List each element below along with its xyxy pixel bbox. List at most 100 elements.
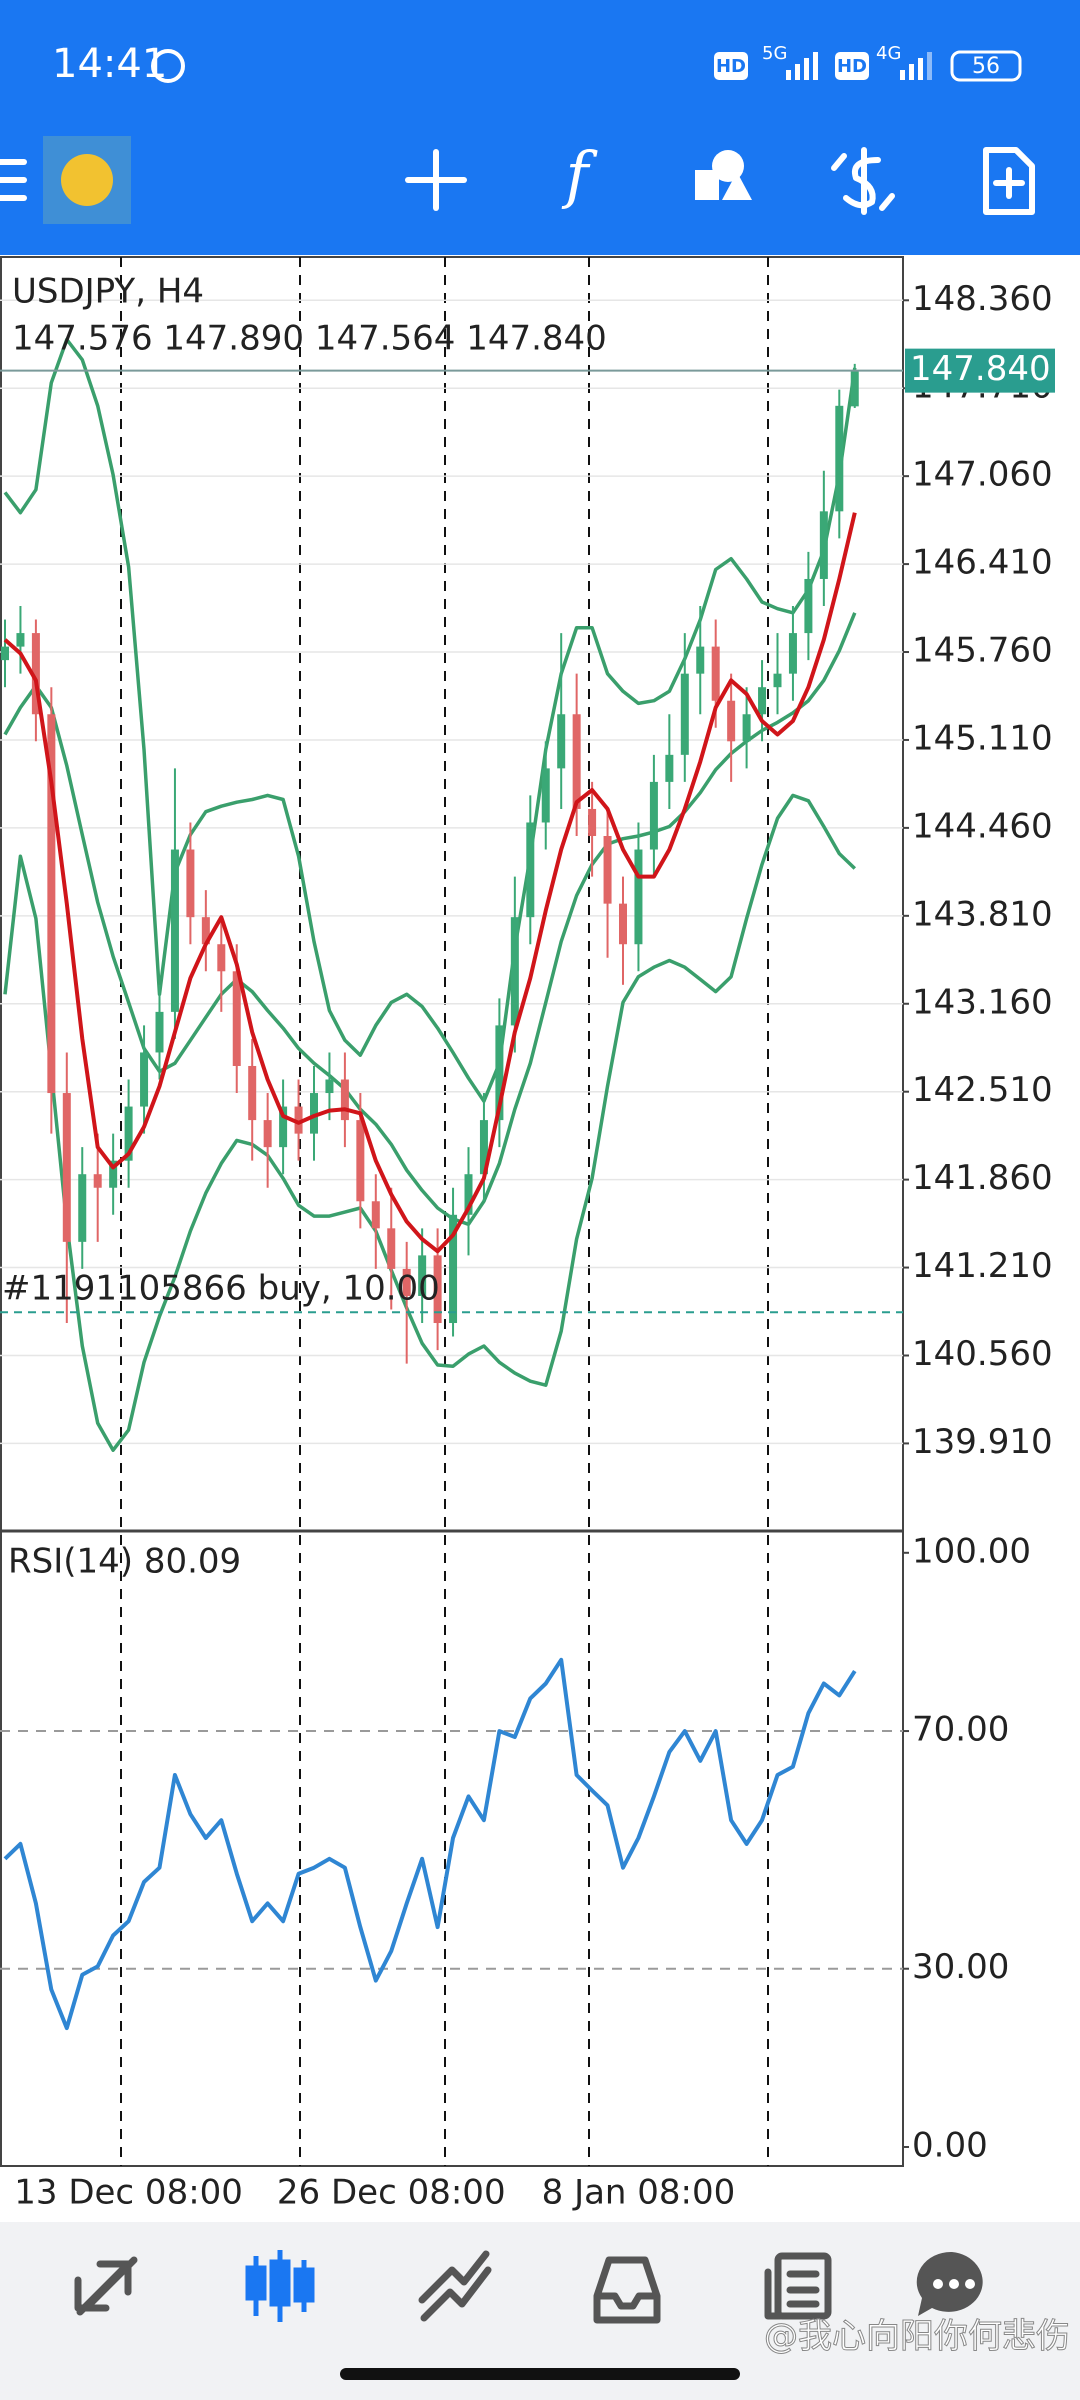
candle-body [835, 405, 844, 512]
quotes-tab[interactable] [74, 2256, 138, 2316]
candle-body [418, 1255, 427, 1296]
order-label: #1191105866 buy, 10.00 [2, 1269, 440, 1309]
trade-button[interactable] [831, 147, 895, 215]
candle-body [31, 633, 40, 715]
chart-title: USDJPY, H4 [12, 272, 204, 312]
candle-body [140, 1052, 149, 1107]
y-tick-label: 139.910 [912, 1422, 1053, 1462]
y-tick-label: 148.360 [912, 279, 1053, 319]
chart-tab[interactable] [245, 2250, 315, 2322]
candle-body [711, 646, 720, 701]
messages-tab[interactable] [916, 2251, 983, 2316]
candle-body [665, 754, 674, 782]
rsi-chart [3, 1657, 857, 2031]
candle-body [402, 1268, 411, 1296]
candle-body [310, 1093, 318, 1134]
candle-body [217, 944, 226, 972]
candle-body [588, 808, 597, 837]
candle-body [449, 1214, 458, 1324]
app-header [0, 0, 1080, 255]
grid [0, 299, 903, 1970]
y-tick-label: 145.760 [912, 631, 1053, 671]
alarm-icon [151, 49, 185, 83]
candle-body [170, 849, 179, 1012]
candle-body [433, 1255, 442, 1324]
candle-body [773, 673, 782, 688]
hd-badge [835, 52, 869, 80]
series-line [3, 793, 857, 1452]
candle-body [263, 1120, 272, 1148]
x-tick-label: 26 Dec 08:00 [277, 2173, 506, 2213]
candle-body [340, 1079, 349, 1121]
y-tick-label: 146.410 [912, 543, 1053, 583]
candle-body [371, 1201, 380, 1229]
home-indicator [340, 2368, 740, 2380]
x-tick-label: 13 Dec 08:00 [14, 2173, 243, 2213]
y-tick-label: 147.060 [912, 455, 1053, 495]
y-tick-label: 30.00 [912, 1947, 1009, 1987]
candle-body [649, 781, 658, 850]
candle-body [62, 1093, 71, 1242]
battery-level: 56 [972, 54, 1000, 79]
candle-body [93, 1174, 102, 1188]
candle-body [526, 822, 535, 918]
trade-tab[interactable] [418, 2250, 492, 2322]
candle-body [1, 646, 9, 661]
y-tick-label: 70.00 [912, 1710, 1009, 1750]
candle-body [109, 1160, 118, 1188]
candle-body [325, 1079, 334, 1094]
candle-body [541, 768, 550, 823]
candle-body [186, 849, 195, 918]
candle-body [572, 714, 581, 809]
news-tab[interactable] [764, 2252, 832, 2320]
y-tick-label: 100.00 [912, 1531, 1031, 1571]
y-tick-label: 141.210 [912, 1246, 1053, 1286]
crosshair-button[interactable] [405, 149, 467, 211]
history-tab[interactable] [593, 2256, 661, 2324]
candle-body [47, 714, 56, 1094]
series-line [3, 612, 857, 1227]
y-tick-label: 0.00 [912, 2125, 988, 2165]
y-tick-label: 143.810 [912, 894, 1053, 934]
candle-body [201, 917, 210, 945]
candle-body [680, 673, 689, 755]
network-label: 4G [876, 43, 901, 64]
series-line [3, 1657, 857, 2031]
rsi-title: RSI(14) 80.09 [8, 1542, 241, 1582]
y-tick-label: 140.560 [912, 1334, 1053, 1374]
signal-icon [900, 52, 932, 80]
y-tick-label: 144.460 [912, 806, 1053, 846]
x-tick-label: 8 Jan 08:00 [542, 2173, 736, 2213]
candle-body [557, 714, 566, 769]
price-label-box [905, 348, 1055, 393]
candle-body [727, 700, 736, 742]
candle-body [619, 903, 627, 945]
watermark: @我心向阳你何悲伤 [764, 2317, 1070, 2357]
objects-button[interactable] [695, 150, 752, 200]
y-tick-label: 141.860 [912, 1158, 1053, 1198]
hd-label: HD [716, 56, 746, 77]
candle-body [603, 836, 612, 904]
hd-badge [714, 52, 748, 80]
candle-body [294, 1106, 303, 1134]
hd-label: HD [837, 56, 867, 77]
status-time: 14:41 [52, 41, 167, 87]
candle-body [248, 1065, 257, 1121]
candle-body [464, 1174, 473, 1215]
network-label: 5G [762, 43, 787, 64]
candle-body [155, 1011, 164, 1053]
ohlc-readout: 147.576 147.890 147.564 147.840 [12, 319, 607, 359]
price-label: 147.840 [910, 349, 1051, 389]
candle-body [850, 370, 859, 407]
candle-body [78, 1174, 87, 1242]
candle-body [16, 633, 25, 647]
candle-body [510, 917, 519, 1026]
candle-body [634, 849, 643, 945]
menu-button[interactable] [0, 159, 27, 201]
candle-body [742, 714, 751, 742]
candle-body [495, 1025, 504, 1121]
candle-body [819, 511, 828, 579]
new-order-button[interactable] [983, 147, 1035, 215]
price-chart [0, 337, 903, 1452]
series-line [3, 337, 857, 1103]
